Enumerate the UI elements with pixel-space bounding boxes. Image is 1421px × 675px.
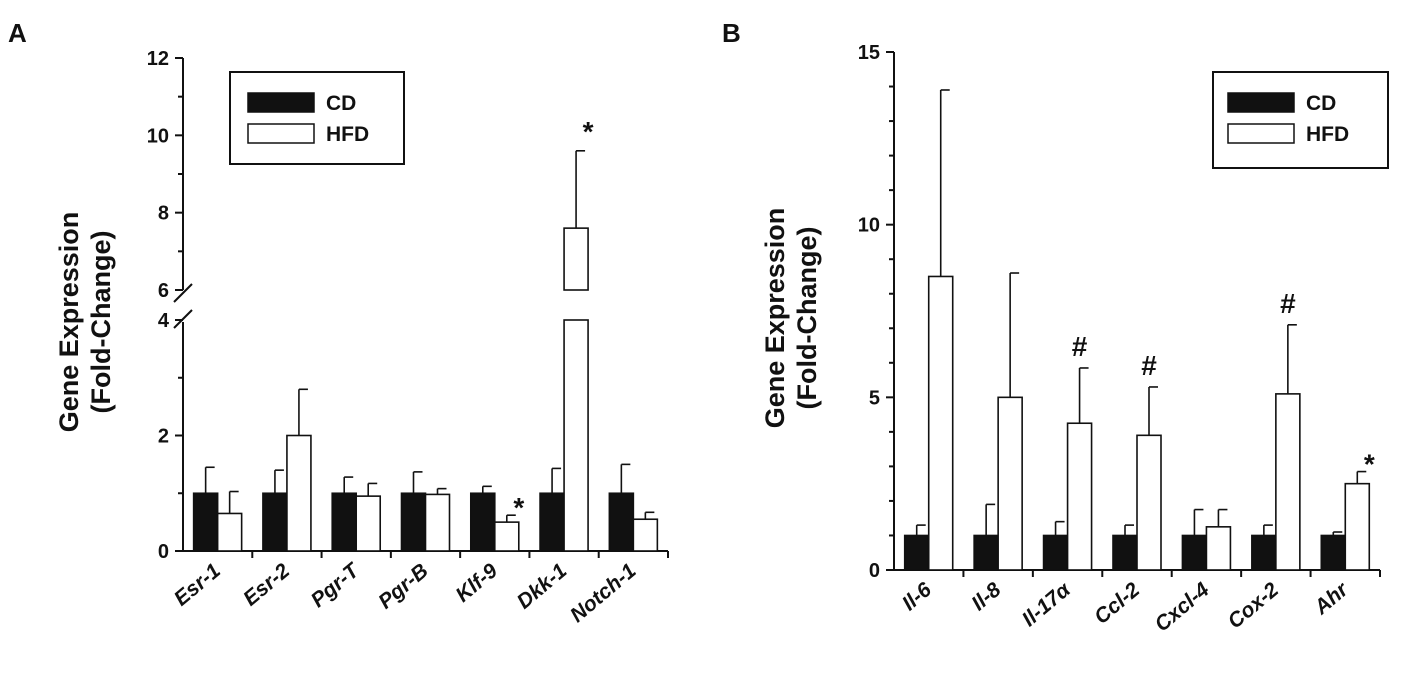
panel-a-bar-cd-klf-9 xyxy=(469,492,496,552)
panel-a-bar-hfd-pgr-t xyxy=(355,495,382,552)
panel-a-legend-box xyxy=(229,71,405,165)
panel-b-significance-mark-3: * xyxy=(1364,449,1375,480)
panel-a-bar-cd-esr-1 xyxy=(192,492,219,552)
panel-b-bar-cd-ahr xyxy=(1320,534,1347,571)
panel-b-bar-hfd-il-6 xyxy=(927,275,954,571)
panel-a-legend-label-hfd: HFD xyxy=(326,123,369,146)
panel-a-bar-hfd-dkk-1-lower xyxy=(563,319,589,552)
panel-a-y-tick-label-4: 8 xyxy=(158,203,169,225)
panel-a-axis-break-mark-upper xyxy=(173,283,193,303)
panel-a-category-label-dkk-1: Dkk-1 xyxy=(513,559,572,613)
panel-a-label: A xyxy=(8,18,27,48)
panel-a-bar-cd-pgr-t xyxy=(331,492,358,552)
panel-a-bar-hfd-esr-1 xyxy=(216,512,243,552)
panel-a-bar-cd-notch-1 xyxy=(608,492,635,552)
panel-a-y-tick-label-1: 2 xyxy=(158,426,169,448)
panel-b-bar-hfd-ahr xyxy=(1344,482,1371,571)
panel-b-bar-cd-il-17 xyxy=(1042,534,1069,571)
panel-a-bar-hfd-esr-2 xyxy=(286,434,312,552)
panel-b-category-label-il-17: Il-17α xyxy=(1018,578,1076,632)
panel-a-y-tick-label-6: 12 xyxy=(147,48,169,70)
panel-b: B Gene Expression (Fold-Change) 0 5 10 15 Il… xyxy=(722,18,1389,636)
panel-a-y-tick-label-3: 6 xyxy=(158,280,169,302)
panel-a-bar-hfd-klf-9 xyxy=(493,521,520,552)
panel-a-significance-mark-1: * xyxy=(583,116,594,147)
panel-a-marks: 0 2 4 6 8 10 12 Esr-1 Esr-2 Pgr-T Pgr-B Klf-9 Dkk-1N… xyxy=(147,48,669,627)
panel-b-legend-label-hfd: HFD xyxy=(1306,123,1349,146)
panel-b-label: B xyxy=(722,18,741,48)
panel-b-bar-hfd-ccl-2 xyxy=(1136,434,1162,571)
panel-a-bar-hfd-pgr-b xyxy=(424,493,451,552)
panel-a-legend: CD HFD xyxy=(229,71,405,165)
panel-b-y-tick-label-0: 0 xyxy=(869,560,880,582)
panel-a-ylabel-line-1: Gene Expression xyxy=(54,212,84,433)
panel-b-bar-cd-il-6 xyxy=(903,534,930,571)
panel-b-category-label-cox-2: Cox-2 xyxy=(1224,578,1284,633)
panel-b-category-label-ahr: Ahr xyxy=(1309,577,1354,620)
panel-b-legend-swatch-cd xyxy=(1227,92,1295,113)
panel-a: A Gene Expression (Fold-Change) 0 2 4 6 8 10 1… xyxy=(8,18,669,627)
panel-a-bar-cd-dkk-1 xyxy=(539,492,565,552)
panel-b-y-tick-label-3: 15 xyxy=(858,42,880,64)
panel-b-significance-mark-1: # xyxy=(1141,350,1157,381)
panel-b-category-label-il-6: Il-6 xyxy=(898,578,936,615)
panel-b-bar-hfd-cxcl-4 xyxy=(1205,526,1232,571)
panel-a-bar-hfd-dkk-1-upper xyxy=(563,227,589,291)
panel-b-legend-swatch-hfd xyxy=(1227,123,1295,144)
panel-a-legend-swatch-hfd xyxy=(247,123,315,144)
panel-a-ylabel-line-2: (Fold-Change) xyxy=(86,231,116,414)
panel-b-significance-mark-2: # xyxy=(1280,288,1296,319)
panel-b-bar-cd-cxcl-4 xyxy=(1181,534,1208,571)
panel-a-category-label-pgr-b: Pgr-B xyxy=(374,559,433,613)
panel-b-legend: CD HFD xyxy=(1212,71,1389,169)
panel-b-bar-cd-il-8 xyxy=(973,534,999,571)
panel-a-bar-hfd-notch-1 xyxy=(632,518,659,552)
panel-b-category-label-il-8: Il-8 xyxy=(967,578,1005,615)
panel-a-legend-label-cd: CD xyxy=(326,92,356,115)
panel-a-significance-mark-0: * xyxy=(513,492,524,523)
panel-a-y-tick-label-5: 10 xyxy=(147,125,169,147)
panel-b-ylabel-line-2: (Fold-Change) xyxy=(792,227,822,410)
panel-b-bar-hfd-il-8 xyxy=(997,396,1023,571)
panel-b-bar-cd-ccl-2 xyxy=(1112,534,1138,571)
panel-a-category-label-esr-2: Esr-2 xyxy=(239,559,294,611)
panel-a-y-tick-label-2: 4 xyxy=(158,310,170,332)
panel-b-y-tick-label-1: 5 xyxy=(869,387,880,409)
panel-b-legend-label-cd: CD xyxy=(1306,92,1336,115)
panel-b-bar-hfd-cox-2 xyxy=(1275,393,1301,571)
panel-a-y-tick-label-0: 0 xyxy=(158,541,169,563)
panel-b-ylabel-line-1: Gene Expression xyxy=(760,208,790,429)
panel-a-legend-swatch-cd xyxy=(247,92,315,113)
panel-a-category-label-notch-1: Notch-1 xyxy=(566,559,641,627)
panel-a-bar-cd-pgr-b xyxy=(400,492,427,552)
panel-b-y-tick-label-2: 10 xyxy=(858,215,880,237)
panel-b-significance-mark-0: # xyxy=(1072,331,1088,362)
panel-b-bar-cd-cox-2 xyxy=(1251,534,1277,571)
panel-b-category-label-ccl-2: Ccl-2 xyxy=(1090,578,1144,629)
panel-a-category-label-esr-1: Esr-1 xyxy=(170,559,225,610)
panel-b-legend-box xyxy=(1212,71,1389,169)
panel-a-category-label-pgr-t: Pgr-T xyxy=(307,558,365,612)
panel-a-bar-cd-esr-2 xyxy=(262,492,288,552)
panel-a-category-label-klf-9: Klf-9 xyxy=(451,559,502,607)
panel-b-bar-hfd-il-17 xyxy=(1066,422,1093,571)
panel-b-category-label-cxcl-4: Cxcl-4 xyxy=(1151,578,1214,636)
